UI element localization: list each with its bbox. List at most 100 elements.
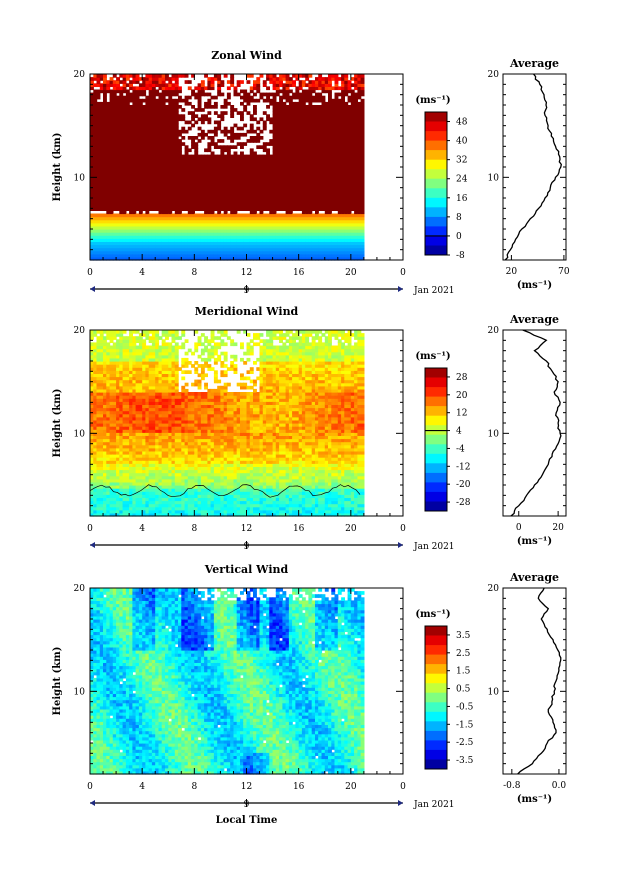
- profile-y-label: 20: [488, 584, 500, 594]
- x-tick-label: 0: [400, 524, 406, 534]
- colorbar-swatch: [425, 150, 447, 161]
- x-tick-label: 16: [293, 524, 305, 534]
- date-line-end-arrow: [398, 542, 403, 548]
- profile-x-unit: (ms⁻¹): [517, 794, 552, 805]
- y-tick-label: 20: [74, 584, 86, 594]
- colorbar-swatch: [425, 387, 447, 398]
- panel-3: Vertical Wind 0 4 8 12 16 20 0 20 10 Height (km) 9 J…: [52, 563, 567, 826]
- colorbar-swatch: [425, 444, 447, 455]
- colorbar-swatch: [425, 759, 447, 770]
- colorbar-swatch: [425, 178, 447, 189]
- colorbar-tick-label: -3.5: [456, 756, 474, 766]
- colorbar-unit: (ms⁻¹): [415, 609, 450, 620]
- profile-x-label: 0: [516, 523, 522, 533]
- colorbar-swatch: [425, 207, 447, 218]
- y-tick-label: 10: [74, 429, 86, 439]
- x-tick-label: 12: [241, 782, 252, 792]
- colorbar-swatch: [425, 377, 447, 388]
- x-tick-label: 16: [293, 268, 305, 278]
- colorbar-tick-label: 1.5: [456, 667, 471, 677]
- date-line-start-arrow: [90, 800, 95, 806]
- profile-x-label: 0.0: [552, 781, 567, 791]
- colorbar-swatch: [425, 169, 447, 180]
- colorbar-tick-label: 24: [456, 175, 468, 185]
- profile-y-label: 10: [488, 687, 500, 697]
- colorbar-swatch: [425, 434, 447, 445]
- x-tick-label: 20: [345, 268, 357, 278]
- colorbar-swatch: [425, 159, 447, 170]
- colorbar-swatch: [425, 121, 447, 132]
- zero-contour: [89, 484, 361, 498]
- colorbar-swatch: [425, 140, 447, 151]
- colorbar-swatch: [425, 112, 447, 122]
- colorbar-swatch: [425, 683, 447, 694]
- colorbar-swatch: [425, 131, 447, 142]
- x-tick-label: 16: [293, 782, 305, 792]
- colorbar-tick-label: 20: [456, 391, 468, 401]
- colorbar-tick-label: -12: [456, 462, 471, 472]
- date-label: Jan 2021: [413, 542, 455, 552]
- x-tick-label: 0: [400, 782, 406, 792]
- colorbar-tick-label: -20: [456, 480, 471, 490]
- profile-title: Average: [509, 313, 559, 326]
- x-tick-label: 0: [400, 268, 406, 278]
- profile-y-label: 10: [488, 429, 500, 439]
- profile-y-label: 20: [488, 70, 500, 80]
- colorbar-swatch: [425, 501, 447, 512]
- colorbar-tick-label: 48: [456, 118, 468, 128]
- y-tick-label: 20: [74, 326, 86, 336]
- colorbar-tick-label: 12: [456, 409, 467, 419]
- colorbar-swatch: [425, 664, 447, 675]
- x-tick-label: 0: [87, 268, 93, 278]
- colorbar-tick-label: 8: [456, 213, 462, 223]
- colorbar-tick-label: 0.5: [456, 685, 471, 695]
- colorbar-swatch: [425, 396, 447, 407]
- date-label: Jan 2021: [413, 286, 455, 296]
- colorbar-swatch: [425, 406, 447, 417]
- date-line-start-arrow: [90, 542, 95, 548]
- profile-title: Average: [509, 571, 559, 584]
- x-tick-label: 0: [87, 524, 93, 534]
- panel-title: Zonal Wind: [211, 49, 282, 62]
- colorbar-swatch: [425, 635, 447, 646]
- y-tick-label: 10: [74, 173, 86, 183]
- colorbar-swatch: [425, 626, 447, 636]
- colorbar-tick-label: 28: [456, 373, 468, 383]
- x-axis-label: Local Time: [216, 815, 278, 826]
- colorbar-unit: (ms⁻¹): [415, 95, 450, 106]
- profile-line: [504, 73, 562, 261]
- heatmap-cells: [90, 588, 365, 775]
- profile-x-unit: (ms⁻¹): [517, 280, 552, 291]
- profile-line: [517, 587, 562, 775]
- date-line-end-arrow: [398, 286, 403, 292]
- colorbar-tick-label: 0: [456, 232, 462, 242]
- y-tick-label: 20: [74, 70, 86, 80]
- panel-2: Meridional Wind 0 4 8 12 16 20 0 20 10 Height (km)…: [52, 305, 567, 552]
- panel-title: Meridional Wind: [195, 305, 299, 318]
- colorbar-frame: [424, 111, 448, 256]
- colorbar-swatch: [425, 711, 447, 722]
- colorbar-swatch: [425, 740, 447, 751]
- colorbar-swatch: [425, 245, 447, 256]
- x-tick-label: 8: [191, 782, 197, 792]
- x-tick-label: 12: [241, 268, 252, 278]
- profile-line: [510, 329, 562, 517]
- colorbar-tick-label: 3.5: [456, 631, 471, 641]
- colorbar-swatch: [425, 197, 447, 208]
- profile-x-label: 70: [558, 267, 570, 277]
- date-label: Jan 2021: [413, 800, 455, 810]
- colorbar-tick-label: -4: [456, 444, 465, 454]
- colorbar-swatch: [425, 721, 447, 732]
- profile-title: Average: [509, 57, 559, 70]
- colorbar-tick-label: 32: [456, 156, 467, 166]
- y-axis-label: Height (km): [52, 133, 63, 202]
- colorbar-swatch: [425, 749, 447, 760]
- colorbar-tick-label: 16: [456, 194, 468, 204]
- colorbar-swatch: [425, 472, 447, 483]
- x-tick-label: 4: [139, 268, 145, 278]
- colorbar-tick-label: 4: [456, 427, 462, 437]
- colorbar-tick-label: -8: [456, 251, 465, 261]
- colorbar-swatch: [425, 415, 447, 426]
